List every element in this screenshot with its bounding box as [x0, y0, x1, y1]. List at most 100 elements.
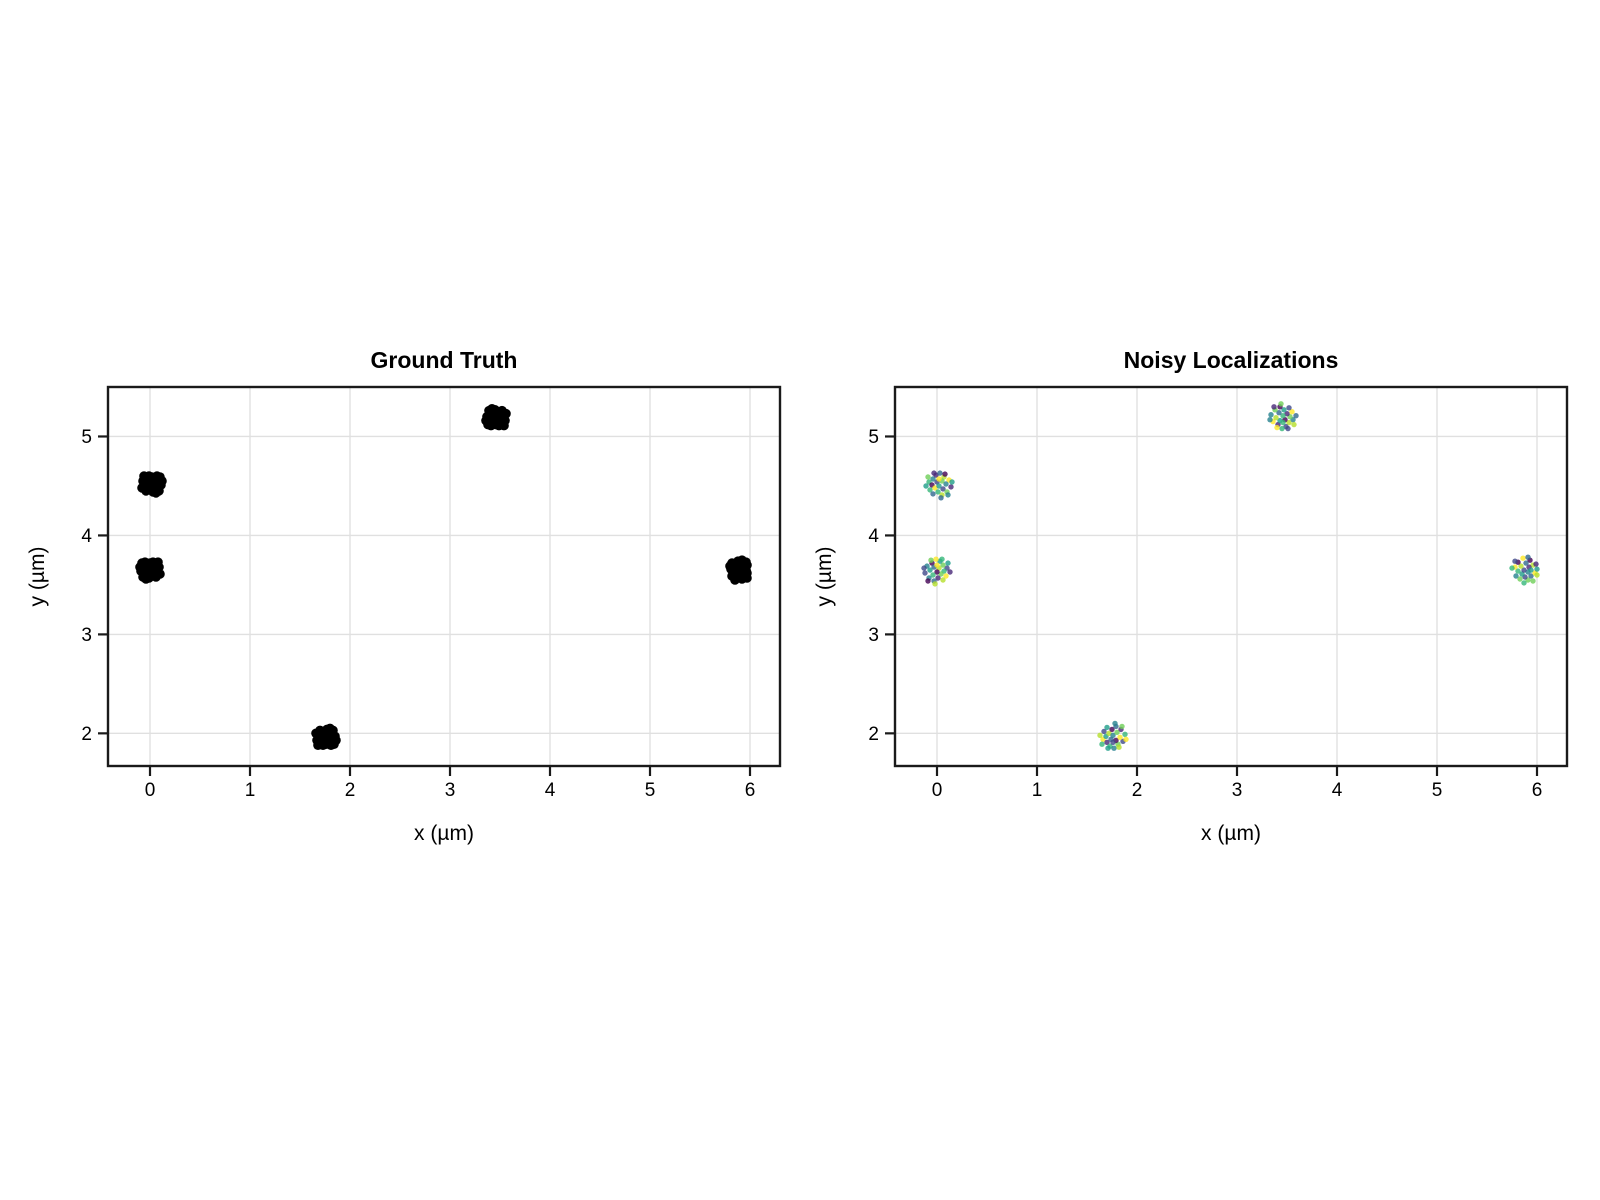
gridlines [895, 387, 1567, 766]
y-axis-label: y (µm) [813, 547, 836, 607]
scatter-point [1528, 573, 1534, 579]
scatter-point [728, 560, 738, 570]
scatter-point [1509, 565, 1515, 571]
scatter-point [1513, 573, 1519, 579]
scatter-point [137, 483, 147, 493]
scatter-point [1109, 726, 1115, 733]
x-tick-label: 6 [745, 780, 756, 801]
scatter-point [1278, 401, 1284, 407]
scatter-point [940, 577, 946, 583]
axis-ticks: 0 1 2 3 4 5 6 2 3 4 5 [81, 427, 755, 801]
scatter-point [1521, 580, 1527, 586]
scatter-point [1112, 720, 1118, 727]
scatter-point [945, 492, 951, 498]
scatter-point [935, 489, 941, 495]
scatter-point [481, 415, 491, 426]
scatter-point [1099, 741, 1105, 747]
x-axis-label: x (µm) [1201, 822, 1261, 845]
scatter-point [942, 471, 948, 477]
x-tick-label: 2 [345, 780, 356, 801]
scatter-point [1276, 410, 1282, 416]
scatter-point [935, 575, 941, 581]
ground-truth-points [135, 404, 752, 750]
scatter-point [1106, 730, 1112, 736]
x-tick-label: 0 [145, 780, 156, 801]
x-tick-label: 1 [1032, 780, 1043, 801]
scatter-point [938, 571, 944, 577]
scatter-point [930, 491, 936, 497]
scatter-point [1105, 745, 1111, 751]
scatter-point [1271, 404, 1277, 410]
scatter-point [1280, 413, 1286, 419]
scatter-point [1273, 415, 1279, 421]
scatter-point [1530, 578, 1536, 584]
plot-title: Ground Truth [371, 347, 518, 373]
scatter-point [1119, 723, 1125, 730]
scatter-point [1274, 424, 1280, 431]
scatter-point [930, 476, 936, 482]
scatter-point [1286, 405, 1292, 411]
scatter-point [322, 737, 332, 748]
scatter-point [1101, 728, 1107, 735]
x-tick-label: 2 [1132, 780, 1143, 801]
scatter-point [139, 471, 149, 481]
scatter-point [486, 406, 496, 417]
scatter-point [1534, 572, 1540, 578]
scatter-point [943, 573, 949, 579]
x-tick-label: 3 [445, 780, 456, 801]
scatter-point [1110, 739, 1116, 745]
noisy-localization-points [921, 401, 1540, 751]
y-tick-label: 2 [868, 724, 879, 745]
scatter-point [1116, 744, 1122, 750]
scatter-point [1104, 724, 1110, 731]
scatter-point [931, 470, 937, 476]
x-tick-label: 1 [245, 780, 256, 801]
plot-frame [893, 385, 1569, 768]
scatter-point [157, 476, 167, 486]
scatter-point [934, 569, 940, 575]
y-tick-label: 5 [868, 427, 879, 448]
scatter-point [737, 555, 747, 565]
scatter-point [140, 571, 150, 581]
scatter-point [331, 735, 341, 746]
y-tick-label: 2 [81, 724, 92, 745]
scatter-point [923, 483, 929, 489]
scatter-point [1517, 576, 1523, 582]
scatter-point [155, 569, 165, 579]
scatter-point [499, 420, 509, 431]
scatter-point [1268, 412, 1274, 418]
scatter-point [936, 476, 942, 482]
scatter-point [1525, 554, 1531, 560]
noisy-localizations-plot: 0 1 2 3 4 5 6 2 3 4 5 Noisy Localizations x (µm) y… [813, 347, 1569, 845]
scatter-point [947, 569, 953, 575]
scatter-point [490, 417, 500, 428]
gridlines [108, 387, 780, 766]
scatter-point [326, 726, 336, 737]
y-tick-label: 4 [81, 526, 92, 547]
scatter-point [932, 581, 938, 587]
scatter-point [1523, 560, 1529, 566]
scatter-point [927, 567, 933, 573]
scatter-point [1284, 411, 1290, 417]
plot-frame [106, 385, 782, 768]
y-tick-label: 4 [868, 526, 879, 547]
scatter-point [932, 485, 938, 491]
scatter-point [1533, 561, 1539, 567]
x-tick-label: 5 [645, 780, 656, 801]
scatter-point [1512, 558, 1518, 564]
axis-ticks: 0 1 2 3 4 5 6 2 3 4 5 [868, 427, 1542, 801]
scatter-point [940, 486, 946, 492]
scatter-point [1518, 563, 1524, 569]
scatter-point [1097, 732, 1103, 738]
scatter-point [939, 556, 945, 562]
scatter-point [930, 572, 936, 578]
scatter-point [1515, 568, 1521, 574]
scatter-point [945, 560, 951, 566]
scatter-point [1521, 567, 1527, 573]
ground-truth-plot: 0 1 2 3 4 5 6 2 3 4 5 Ground Truth x (µm) y (µm) [26, 347, 782, 845]
scatter-point [1117, 734, 1123, 740]
x-axis-label: x (µm) [414, 822, 474, 845]
scatter-point [313, 740, 323, 750]
scatter-point [1285, 425, 1291, 432]
